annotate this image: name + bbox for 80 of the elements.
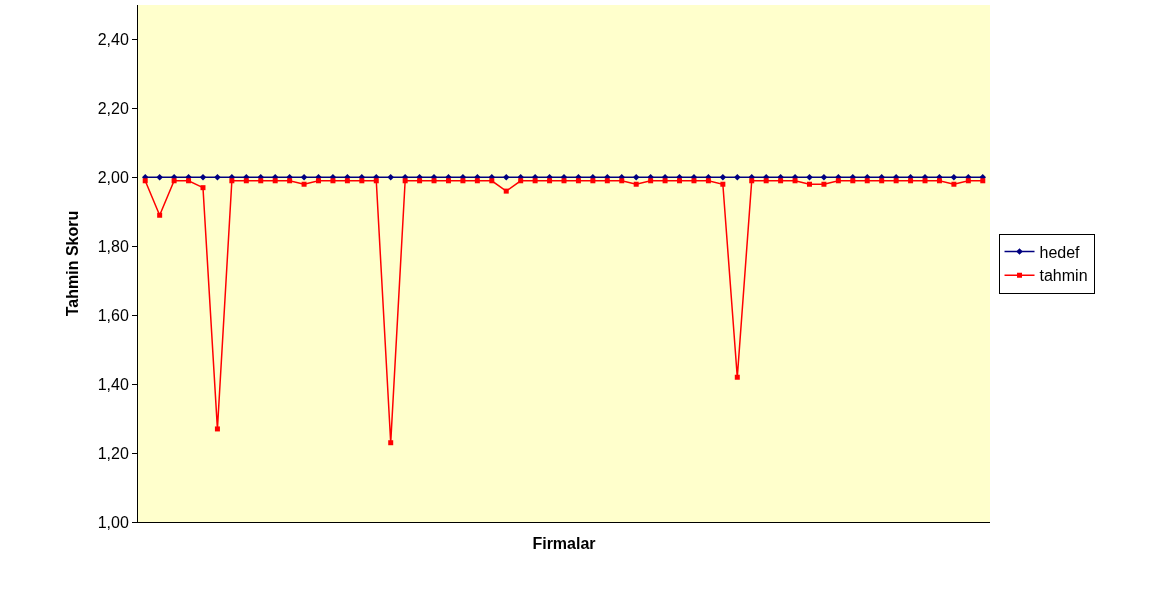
point — [662, 178, 668, 184]
point — [893, 178, 899, 184]
point — [879, 178, 885, 184]
point — [229, 178, 235, 184]
point — [200, 185, 206, 191]
point — [965, 178, 971, 184]
point — [316, 178, 322, 184]
point — [214, 174, 221, 181]
point — [344, 178, 350, 184]
point — [604, 178, 610, 184]
point — [532, 178, 538, 184]
point — [763, 178, 769, 184]
point — [632, 174, 640, 181]
y-tick-label: 1,80 — [97, 237, 129, 255]
point — [186, 178, 192, 184]
y-tick-label: 2,20 — [97, 100, 129, 117]
x-axis-title: Firmalar — [532, 534, 596, 552]
point — [792, 178, 798, 184]
point — [633, 181, 639, 187]
point — [720, 181, 726, 187]
point — [719, 174, 727, 181]
point — [547, 178, 553, 184]
point — [734, 174, 741, 181]
point — [950, 174, 958, 181]
point — [864, 178, 870, 184]
point — [648, 178, 654, 184]
point — [287, 178, 293, 184]
point — [214, 426, 220, 432]
y-axis-title: Tahmin Skoru — [63, 210, 81, 317]
point — [502, 174, 510, 181]
y-tick-label: 1,20 — [97, 444, 129, 462]
point — [677, 178, 683, 184]
point — [431, 178, 437, 184]
point — [156, 174, 163, 181]
point — [575, 178, 581, 184]
y-tick-label: 1,40 — [97, 375, 129, 393]
point — [243, 178, 249, 184]
point — [402, 178, 408, 184]
point — [474, 178, 480, 184]
point — [301, 181, 307, 187]
point — [561, 178, 567, 184]
point — [171, 178, 177, 184]
legend-label: tahmin — [1039, 267, 1088, 285]
point — [691, 178, 697, 184]
point — [489, 178, 495, 184]
legend-label: hedef — [1039, 243, 1081, 261]
point — [157, 212, 163, 218]
y-tick-label: 2,40 — [97, 31, 129, 49]
point — [330, 178, 336, 184]
point — [806, 174, 813, 181]
point — [619, 178, 625, 184]
point — [590, 178, 596, 184]
point — [835, 178, 841, 184]
point — [445, 178, 451, 184]
point — [503, 188, 509, 194]
point — [417, 178, 423, 184]
point — [705, 178, 711, 184]
point — [778, 178, 784, 184]
y-tick-label: 1,00 — [97, 513, 129, 531]
point — [460, 178, 466, 184]
point — [272, 178, 278, 184]
point — [936, 178, 942, 184]
point — [734, 374, 740, 380]
point — [749, 178, 755, 184]
point — [922, 178, 928, 184]
point — [518, 178, 524, 184]
point — [359, 178, 365, 184]
point — [951, 181, 957, 187]
point — [806, 181, 812, 187]
point — [373, 178, 379, 184]
point — [387, 174, 394, 181]
y-tick-label: 1,60 — [97, 306, 129, 324]
y-tick-label: 2,00 — [97, 168, 129, 186]
point — [821, 181, 827, 187]
point — [908, 178, 914, 184]
point — [388, 440, 394, 446]
point — [980, 178, 986, 184]
point — [258, 178, 264, 184]
point — [142, 178, 148, 184]
point — [850, 178, 856, 184]
